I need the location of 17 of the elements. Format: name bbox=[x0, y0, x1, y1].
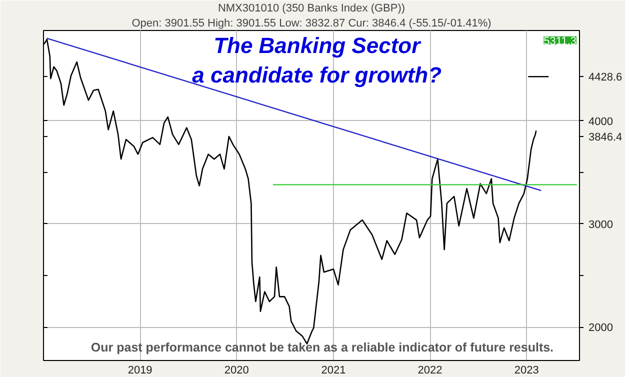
line-series bbox=[44, 38, 537, 344]
x-tick-label: 2023 bbox=[514, 364, 539, 376]
y-tick-label: 3000 bbox=[588, 218, 613, 231]
annotation: Our past performance cannot be taken as a reliable indicator of future results. bbox=[90, 340, 554, 355]
x-tick-label: 2022 bbox=[418, 364, 442, 376]
x-tick-label: 2019 bbox=[128, 364, 152, 376]
chart-title: NMX301010 (350 Banks Index (GBP)) bbox=[218, 2, 406, 14]
y-tick-label: 2000 bbox=[588, 322, 613, 334]
annotation: The Banking Sector bbox=[214, 32, 422, 58]
y-tick-label: 3846.4 bbox=[588, 132, 622, 144]
chart-subtitle: Open: 3901.55 High: 3901.55 Low: 3832.87 Cur: 3846.4 (-55.15/-01.41%) bbox=[132, 18, 492, 30]
x-tick-label: 2020 bbox=[224, 364, 249, 376]
y-tick-label: 4428.6 bbox=[588, 72, 622, 84]
annotation: 5311.3 bbox=[544, 35, 576, 48]
y-tick-label: 4000 bbox=[588, 116, 613, 128]
annotation: a candidate for growth? bbox=[192, 62, 442, 88]
x-tick-label: 2021 bbox=[321, 364, 346, 376]
